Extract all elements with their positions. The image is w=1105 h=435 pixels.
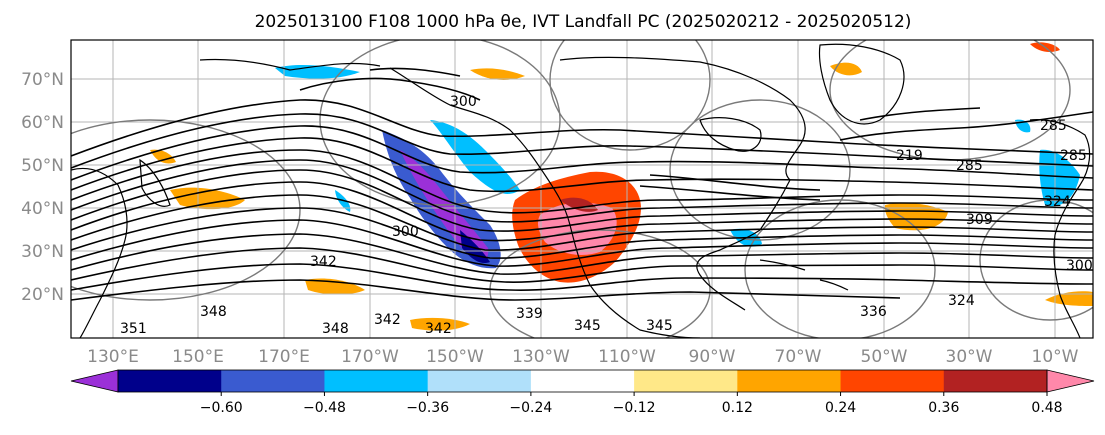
lon-label: 70°W	[775, 347, 822, 367]
lat-label: 60°N	[21, 113, 64, 133]
colorbar-tick-label: −0.36	[406, 400, 449, 416]
map-panel: 351 348 348 342 342 339 345 345 324 336 …	[71, 40, 1093, 338]
lon-label: 170°W	[341, 347, 399, 367]
lon-label: 50°W	[861, 347, 908, 367]
colorbar-tick-label: −0.48	[303, 400, 346, 416]
colorbar-tick-label: −0.24	[509, 400, 552, 416]
colorbar-tick-label: 0.48	[1031, 400, 1062, 416]
colorbar: −0.60 −0.48 −0.36 −0.24 −0.12 0.12 0.24 0.36 0.4…	[70, 369, 1095, 416]
colorbar-tick-label: 0.24	[825, 400, 856, 416]
lon-label: 130°E	[87, 347, 139, 367]
lon-label: 170°E	[258, 347, 310, 367]
colorbar-tick-label: −0.12	[613, 400, 656, 416]
contour-label: 351	[120, 321, 147, 337]
contour-label-group: 351 348 348 342 342 339 345 345 324 336 …	[120, 94, 1093, 337]
colorbar-tick-label: 0.36	[928, 400, 959, 416]
contour-label: 345	[646, 318, 673, 334]
contour-label: 348	[322, 321, 349, 337]
lat-label: 50°N	[21, 156, 64, 176]
lat-label: 70°N	[21, 70, 64, 90]
contour-label: 285	[1040, 118, 1067, 134]
contour-label: 219	[896, 148, 923, 164]
latitude-labels: 70°N 60°N 50°N 40°N 30°N 20°N	[21, 70, 64, 305]
lon-label: 10°W	[1032, 347, 1079, 367]
colorbar-frame	[117, 369, 1048, 393]
contour-label: 342	[425, 321, 452, 337]
lon-label: 30°W	[946, 347, 993, 367]
colorbar-segment	[737, 370, 842, 392]
positive-orange-2	[170, 187, 245, 210]
positive-orange-7	[1045, 291, 1093, 306]
colorbar-segment	[530, 370, 635, 392]
lon-label: 150°W	[426, 347, 484, 367]
contour-label: 300	[450, 94, 477, 110]
colorbar-extend-high	[1046, 369, 1095, 393]
theta-e-contours	[71, 67, 1093, 301]
colorbar-segment	[634, 370, 738, 392]
lon-label: 150°E	[172, 347, 224, 367]
lon-label: 110°W	[598, 347, 656, 367]
colorbar-extend-low	[70, 369, 119, 393]
colorbar-segment	[943, 370, 1048, 392]
colorbar-segment	[324, 370, 429, 392]
contour-label: 324	[948, 293, 975, 309]
colorbar-tick-label: −0.60	[200, 400, 243, 416]
longitude-labels: 130°E 150°E 170°E 170°W 150°W 130°W 110°…	[87, 347, 1079, 367]
colorbar-tick-label: 0.12	[722, 400, 753, 416]
contour-label: 348	[200, 304, 227, 320]
lon-label: 90°W	[689, 347, 736, 367]
colorbar-segment	[221, 370, 325, 392]
contour-label: 324	[1044, 194, 1071, 210]
colorbar-segment	[840, 370, 945, 392]
contour-label: 300	[1066, 258, 1093, 274]
positive-orange-4	[470, 68, 525, 80]
colorbar-segment	[118, 370, 222, 392]
contour-label: 342	[374, 312, 401, 328]
map-frame	[70, 39, 1094, 339]
plot-title: 2025013100 F108 1000 hPa θe, IVT Landfal…	[255, 12, 912, 32]
lat-label: 30°N	[21, 242, 64, 262]
positive-pink	[537, 202, 617, 255]
contour-label: 342	[310, 254, 337, 270]
negative-core-2	[460, 230, 490, 264]
contour-label: 300	[392, 224, 419, 240]
contour-label: 285	[1060, 148, 1087, 164]
contour-label: 336	[860, 304, 887, 320]
positive-orange-3	[305, 278, 365, 295]
lat-label: 40°N	[21, 199, 64, 219]
lat-label: 20°N	[21, 285, 64, 305]
positive-orange-1	[884, 202, 948, 231]
negative-cyan	[430, 120, 520, 194]
contour-label: 285	[956, 158, 983, 174]
colorbar-segment	[427, 370, 532, 392]
coastlines	[71, 43, 1091, 338]
positive-orange-8	[150, 149, 176, 164]
contour-label: 309	[966, 212, 993, 228]
lon-label: 130°W	[512, 347, 570, 367]
contour-label: 339	[516, 306, 543, 322]
contour-label: 345	[574, 318, 601, 334]
